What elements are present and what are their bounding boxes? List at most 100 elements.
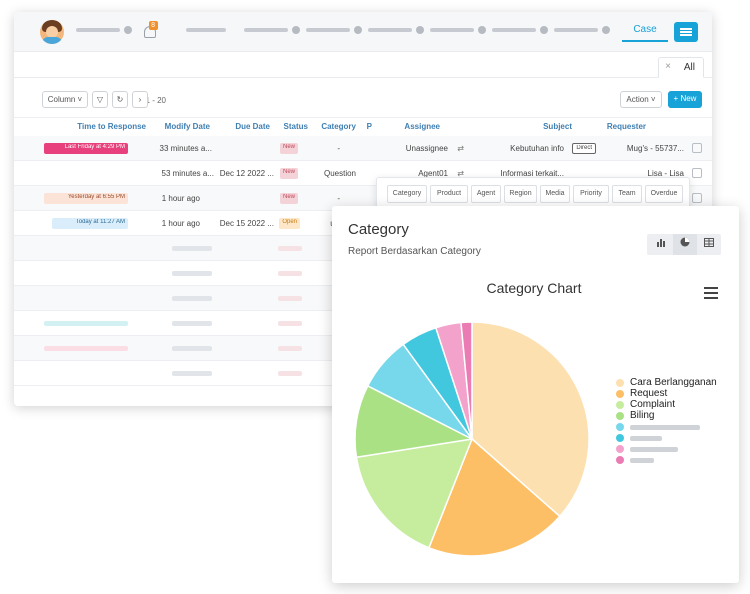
placeholder-bar <box>172 346 212 351</box>
next-page-button[interactable]: › <box>132 91 148 108</box>
nav-tab-case[interactable]: Case <box>622 22 668 42</box>
menu-icon[interactable] <box>674 22 698 42</box>
top-navbar: Case 8 <box>14 12 712 52</box>
transfer-icon[interactable]: ⇄ <box>457 144 464 153</box>
ttr-badge: Last Friday at 4:29 PM <box>44 143 128 154</box>
placeholder-bar <box>172 296 212 301</box>
ttr-badge: Yesterday at 6:55 PM <box>44 193 128 204</box>
placeholder-bar <box>44 321 128 326</box>
status-badge: New <box>279 143 298 154</box>
row-checkbox[interactable] <box>692 168 702 178</box>
filter-product-button[interactable]: Product <box>430 185 468 203</box>
placeholder-bar <box>278 346 302 351</box>
category-report-card: Category Report Berdasarkan Category Cat… <box>332 206 739 583</box>
pager-range: 1 - 20 <box>145 96 166 105</box>
legend-swatch <box>616 456 624 464</box>
new-button[interactable]: + New <box>668 91 702 108</box>
header-subject[interactable]: Subject <box>543 122 572 131</box>
report-filter-bar: Category Product Agent Region Media Prio… <box>376 177 690 209</box>
legend-swatch <box>616 445 624 453</box>
cell-modify-date: 1 hour ago <box>161 219 200 228</box>
filter-media-button[interactable]: Media <box>540 185 570 203</box>
legend-label: Biling <box>630 410 655 421</box>
close-icon[interactable]: × <box>665 61 671 72</box>
header-time-to-response[interactable]: Time to Response <box>77 122 146 131</box>
pie-slice-1[interactable] <box>427 437 561 557</box>
status-badge: Open <box>279 218 300 229</box>
cell-category: - <box>337 144 340 153</box>
filter-category-button[interactable]: Category <box>387 185 427 203</box>
placeholder-bar <box>278 296 302 301</box>
row-checkbox[interactable] <box>692 143 702 153</box>
pie-slice-7[interactable] <box>460 321 473 440</box>
legend-swatch <box>616 412 624 420</box>
placeholder-bar <box>278 321 302 326</box>
filter-priority-button[interactable]: Priority <box>573 185 609 203</box>
header-assignee[interactable]: Assignee <box>404 122 440 131</box>
pie-chart-icon[interactable] <box>673 234 697 255</box>
cell-modify-date: 53 minutes a... <box>161 169 214 178</box>
column-dropdown[interactable]: Column ˅ <box>42 91 88 108</box>
cell-requester: Mug's - 55737... <box>626 144 684 153</box>
bar-chart-icon[interactable] <box>649 234 673 255</box>
placeholder-bar <box>172 271 212 276</box>
filter-team-button[interactable]: Team <box>612 185 642 203</box>
placeholder-bar <box>278 246 302 251</box>
cell-modify-date: 1 hour ago <box>161 194 200 203</box>
legend-placeholder <box>630 436 662 441</box>
legend-placeholder <box>630 447 678 452</box>
refresh-icon[interactable]: ↻ <box>112 91 128 108</box>
tab-strip: All × <box>14 52 712 78</box>
legend-label: Request <box>630 388 668 399</box>
cell-category: - <box>337 194 340 203</box>
chart-menu-icon[interactable] <box>704 287 718 299</box>
status-badge: New <box>279 193 298 204</box>
table-icon[interactable] <box>697 234 721 255</box>
avatar[interactable] <box>40 20 64 44</box>
status-badge: New <box>279 168 298 179</box>
pie-chart <box>354 321 590 557</box>
direct-tag: Direct <box>572 143 596 154</box>
table-row[interactable]: Mug's - 55737... Direct Kebutuhan info ⇄… <box>14 136 712 161</box>
list-toolbar: + New Action ˅ 1 - 20 › ↻ ▽ Column ˅ <box>14 78 712 118</box>
pie-slice-2[interactable] <box>355 438 474 549</box>
legend-swatch <box>616 379 624 387</box>
header-category[interactable]: Category <box>321 122 356 131</box>
pie-slice-0[interactable] <box>471 321 590 518</box>
cell-due-date: Dec 12 2022 ... <box>219 169 274 178</box>
placeholder-bar <box>44 346 128 351</box>
chart-title: Category Chart <box>486 280 582 296</box>
cell-category: Question <box>323 169 356 178</box>
cell-subject: Kebutuhan info <box>510 144 564 153</box>
placeholder-bar <box>278 371 302 376</box>
filter-icon[interactable]: ▽ <box>92 91 108 108</box>
cell-assignee: Unassignee <box>405 144 448 153</box>
filter-overdue-button[interactable]: Overdue <box>645 185 683 203</box>
filter-agent-button[interactable]: Agent <box>471 185 501 203</box>
header-requester[interactable]: Requester <box>606 122 646 131</box>
card-title: Category <box>348 221 409 238</box>
header-due-date[interactable]: Due Date <box>235 122 270 131</box>
legend-swatch <box>616 434 624 442</box>
row-checkbox[interactable] <box>692 193 702 203</box>
legend-swatch <box>616 401 624 409</box>
view-toggle <box>647 234 721 255</box>
action-dropdown[interactable]: Action ˅ <box>620 91 662 108</box>
placeholder-bar <box>278 271 302 276</box>
cell-modify-date: 33 minutes a... <box>159 144 212 153</box>
pie-slice-3[interactable] <box>354 384 475 459</box>
legend-label: Complaint <box>630 399 676 410</box>
filter-region-button[interactable]: Region <box>504 185 537 203</box>
legend-swatch <box>616 423 624 431</box>
notification-badge: 8 <box>149 21 158 30</box>
header-modify-date[interactable]: Modify Date <box>164 122 210 131</box>
placeholder-bar <box>172 371 212 376</box>
tab-all-label: All <box>683 62 695 73</box>
header-status[interactable]: Status <box>283 122 308 131</box>
tab-all[interactable]: All × <box>658 57 704 78</box>
nav-tab-case-label: Case <box>633 24 657 35</box>
placeholder-bar <box>172 321 212 326</box>
header-priority[interactable]: P <box>366 122 372 131</box>
legend-placeholder <box>630 458 654 463</box>
card-subtitle: Report Berdasarkan Category <box>348 246 481 257</box>
